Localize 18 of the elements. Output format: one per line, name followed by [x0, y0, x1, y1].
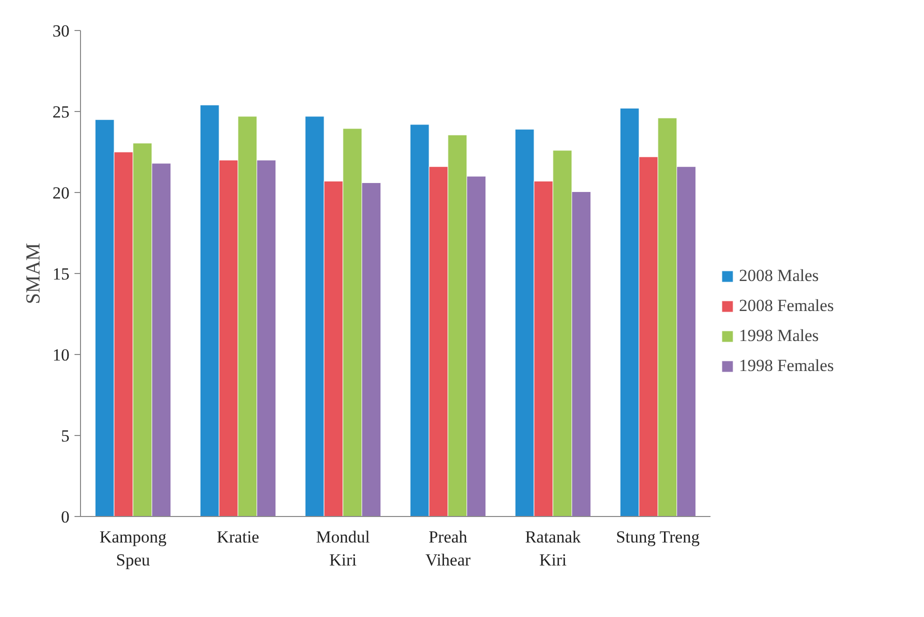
x-tick-label: Preah Vihear	[425, 528, 471, 570]
x-tick-label: Kampong Speu	[99, 528, 168, 570]
legend-label: 2008 Males	[739, 266, 819, 286]
y-tick-label: 10	[52, 346, 70, 364]
y-axis-title: SMAM	[22, 242, 44, 304]
y-tick-label: 0	[61, 508, 70, 526]
legend-label: 1998 Females	[739, 356, 834, 376]
x-tick-label: Ratanak Kiri	[525, 528, 582, 570]
y-tick-label: 20	[52, 184, 70, 202]
x-tick-label: Stung Treng	[616, 528, 700, 546]
x-tick-label: Mondul Kiri	[316, 528, 370, 570]
y-tick-label: 5	[61, 426, 70, 446]
y-tick-label: 30	[52, 22, 70, 40]
y-tick-label: 25	[52, 102, 70, 122]
legend-label: 1998 Males	[739, 326, 819, 346]
legend-label: 2008 Females	[739, 296, 834, 316]
y-tick-label: 15	[52, 264, 70, 284]
x-tick-label: Kratie	[216, 528, 260, 546]
